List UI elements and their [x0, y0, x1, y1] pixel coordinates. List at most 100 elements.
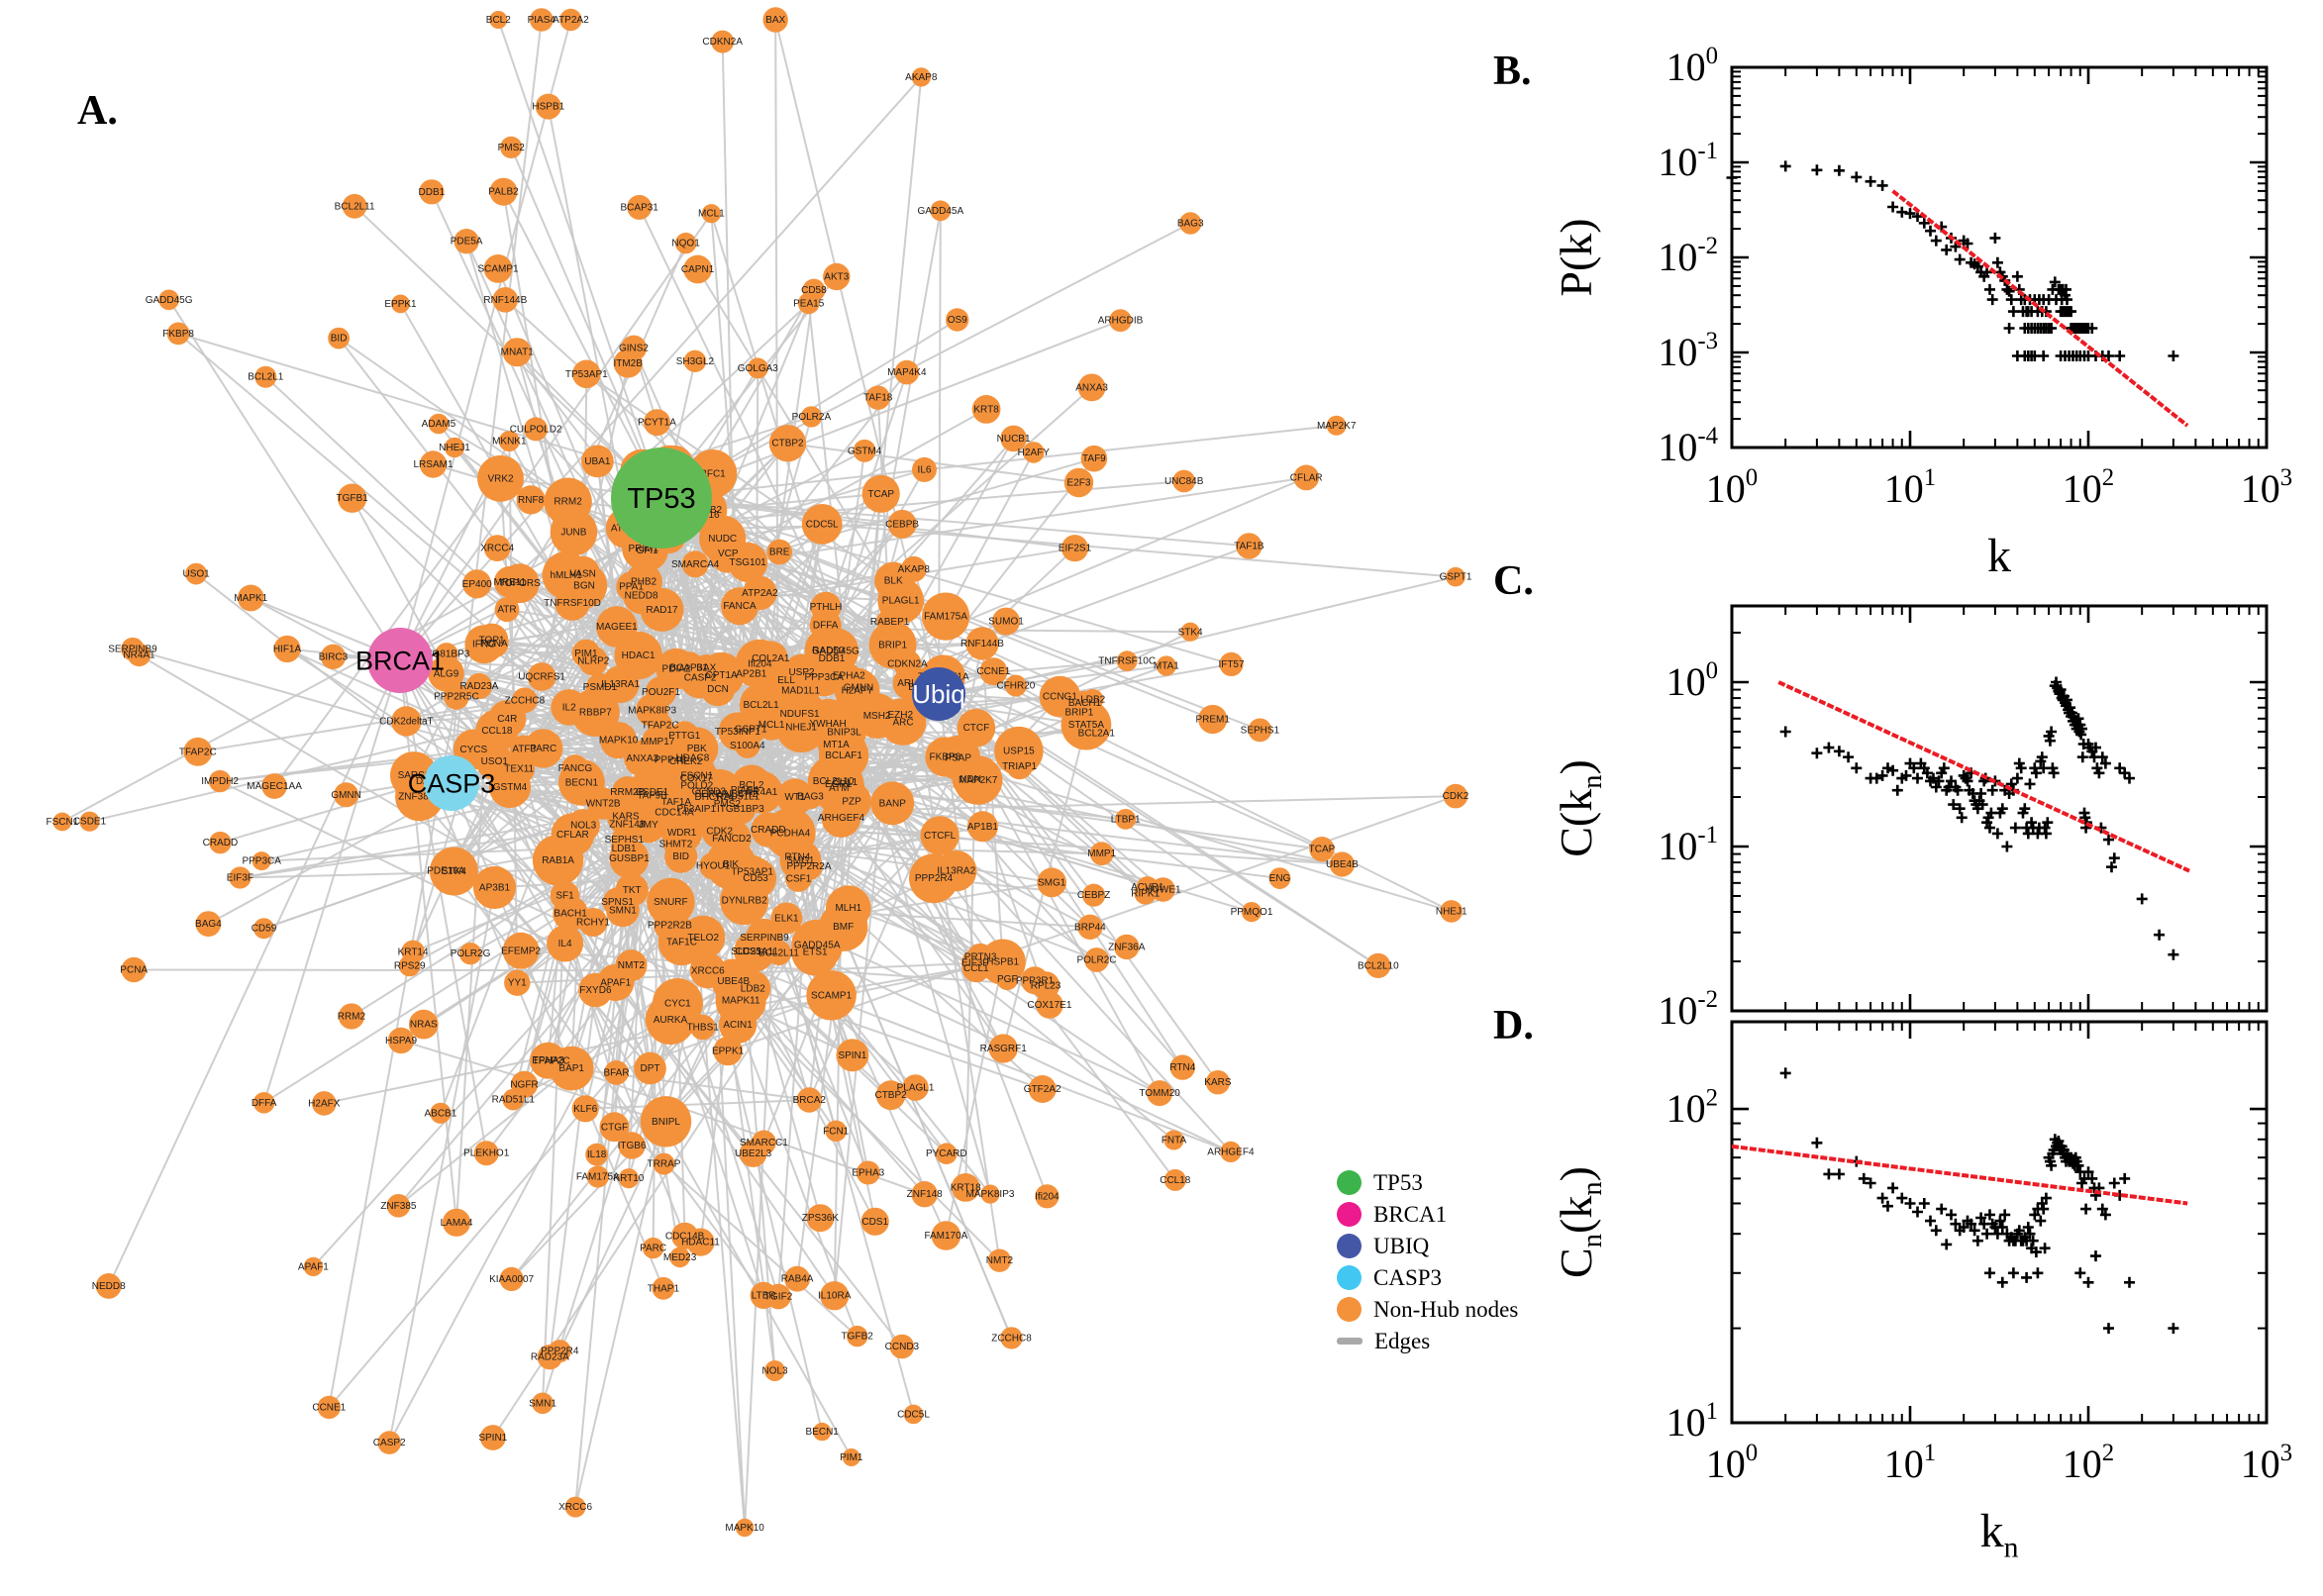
network-node: [768, 425, 807, 462]
network-node-label: MAGEC1AA: [247, 781, 302, 792]
network-node: [419, 179, 445, 205]
data-point: [1936, 767, 1948, 779]
network-node: [1115, 809, 1137, 830]
axis-label: 100: [1706, 464, 1758, 511]
network-node-label: MCL1: [758, 720, 785, 731]
network-node: [1085, 723, 1107, 744]
data-point: [2038, 1203, 2050, 1215]
network-node-label: MMP1: [1087, 848, 1116, 859]
network-node-label: ALG9: [434, 668, 459, 679]
data-point: [2035, 755, 2047, 767]
network-node-label: TGFB1: [336, 493, 368, 504]
network-node-label: RPS29: [394, 960, 426, 971]
network-node-label: TAF9: [1082, 453, 1106, 464]
network-node: [1156, 655, 1176, 676]
data-point: [2082, 350, 2094, 361]
network-node: [503, 752, 536, 785]
data-point: [2068, 1153, 2079, 1165]
data-point: [2136, 893, 2148, 905]
axis-label: k: [1987, 530, 2011, 582]
network-node: [946, 308, 969, 332]
data-point: [2032, 306, 2044, 318]
data-point: [2063, 1151, 2074, 1163]
data-point: [2057, 283, 2069, 295]
axis-label: kn: [1980, 1505, 2019, 1564]
network-node-label: FSCN1: [681, 771, 714, 782]
network-node-label: TAF1C: [666, 937, 697, 948]
legend-item-label: Non-Hub nodes: [1373, 1297, 1519, 1322]
data-point: [2096, 1203, 2108, 1215]
network-node-label: MAP2K7: [959, 775, 998, 786]
data-point: [1985, 807, 1997, 819]
network-node: [988, 1034, 1018, 1063]
network-node: [1443, 783, 1468, 809]
network-node: [865, 385, 890, 410]
network-node-label: THBS1: [687, 1023, 720, 1034]
network-node: [920, 816, 960, 855]
data-point: [2007, 1235, 2019, 1247]
network-node-label: HDAC1: [622, 650, 656, 661]
data-point: [2072, 713, 2084, 725]
network-node-label: HSPB1: [986, 957, 1019, 968]
network-node: [338, 1003, 364, 1030]
network-node: [1035, 1184, 1060, 1209]
network-node: [430, 1102, 452, 1124]
network-node-label: PDIA2: [662, 664, 691, 675]
network-node: [640, 1096, 692, 1147]
network-node: [1446, 566, 1465, 587]
network-node-label: DFFA: [252, 1098, 277, 1109]
network-node-label: ARHGEF4: [818, 813, 865, 824]
data-point: [2007, 1267, 2019, 1279]
data-point: [1950, 781, 1962, 793]
network-node: [479, 1425, 506, 1450]
network-node: [52, 812, 72, 832]
network-node: [618, 1168, 640, 1189]
data-point: [1971, 260, 1983, 272]
data-point: [2068, 711, 2079, 722]
data-point: [1938, 762, 1950, 774]
network-node: [572, 359, 601, 389]
data-point: [2082, 1166, 2094, 1178]
network-node: [739, 683, 783, 727]
data-point: [1996, 270, 2008, 282]
network-node-label: TFAP2C: [533, 1055, 570, 1066]
network-node: [987, 1248, 1012, 1272]
data-point: [1779, 160, 1791, 172]
network-node: [747, 357, 768, 379]
data-point: [2051, 676, 2062, 688]
network-node-label: CDS1: [735, 947, 761, 957]
network-node: [860, 1207, 889, 1236]
network-edge: [558, 980, 735, 1352]
network-node: [766, 539, 792, 565]
data-point: [1984, 1209, 1995, 1221]
network-node-label: SUMO1: [988, 617, 1024, 628]
network-node-label: ATP2A2: [553, 15, 589, 26]
network-node-label: NHEJ1: [1436, 906, 1467, 917]
data-point: [2027, 822, 2039, 834]
data-point: [2056, 294, 2068, 306]
data-point: [1967, 788, 1978, 799]
network-node-label: MAPK11: [722, 995, 760, 1006]
axis-label: 100: [1666, 43, 1718, 89]
network-node-label: CUL1: [833, 777, 858, 788]
network-node: [894, 359, 920, 385]
network-node: [1000, 425, 1027, 452]
network-node-label: RBBP7: [579, 708, 612, 719]
network-node: [544, 477, 592, 526]
data-point: [1999, 1209, 2011, 1221]
network-node-label: PARC: [640, 1244, 666, 1254]
network-edge: [399, 303, 573, 604]
network-node: [796, 1087, 822, 1113]
network-node: [604, 1060, 629, 1085]
network-node-label: CD53: [743, 873, 768, 884]
data-point: [1984, 822, 1995, 834]
network-node-label: XRCC4: [480, 544, 514, 554]
network-node-label: MAGEE1: [596, 622, 638, 633]
network-node-label: NEDD8: [625, 591, 658, 602]
network-node-label: RAB1A: [542, 855, 574, 866]
data-point: [2074, 1267, 2086, 1279]
network-node: [472, 865, 517, 910]
data-point: [1994, 266, 2006, 278]
network-node-label: PRTN3: [964, 951, 997, 962]
